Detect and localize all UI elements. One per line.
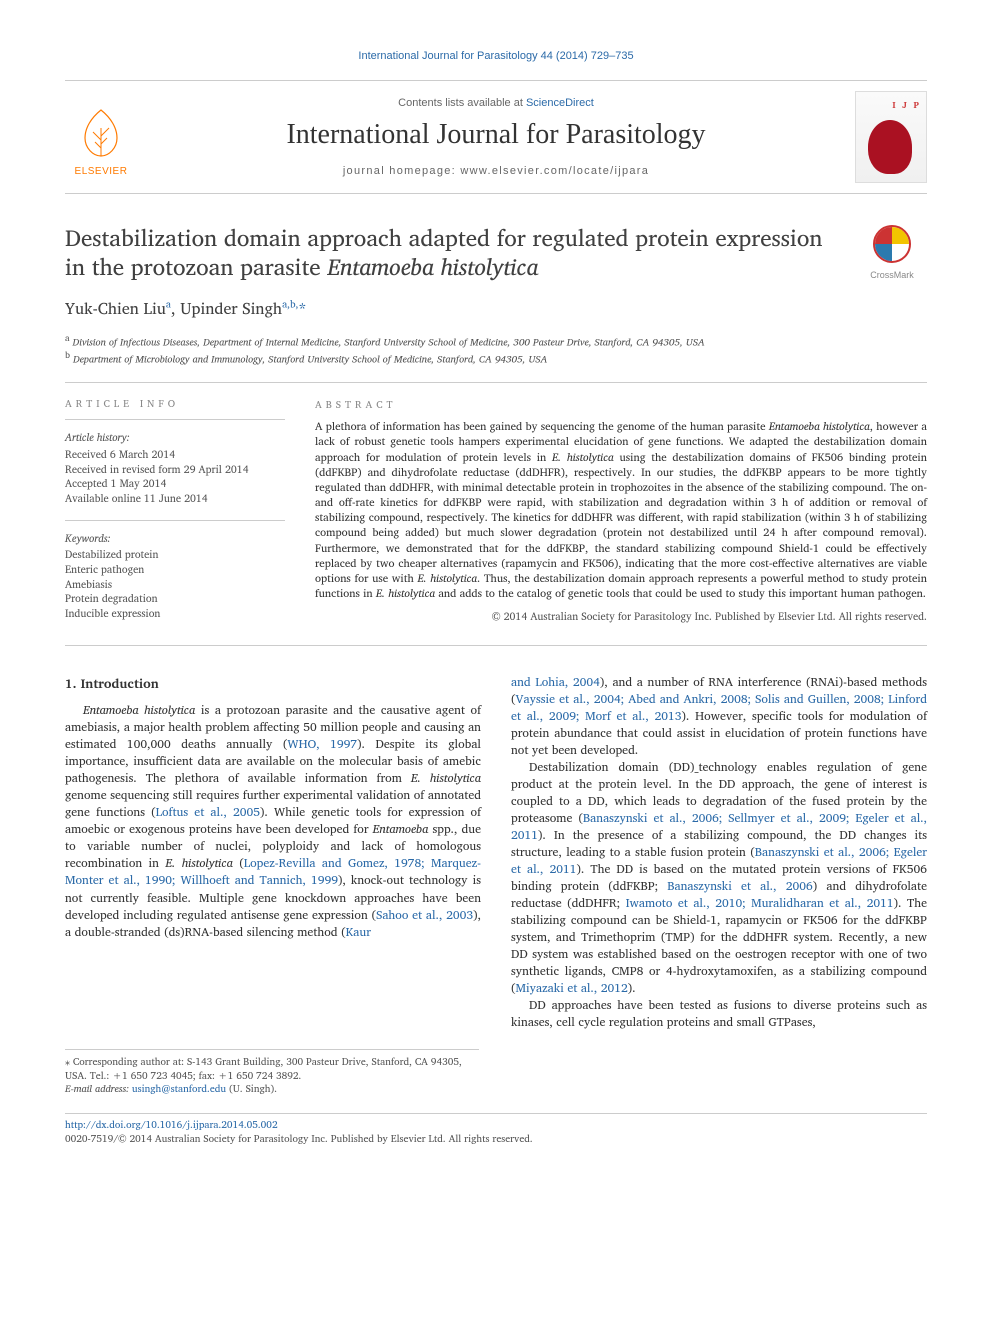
article-history: Article history: Received 6 March 2014 R… [65, 430, 285, 505]
divider [65, 382, 927, 383]
article-info-column: ARTICLE INFO Article history: Received 6… [65, 397, 285, 635]
affiliations: a Division of Infectious Diseases, Depar… [65, 332, 927, 367]
body-paragraph: DD approaches have been tested as fusion… [511, 997, 927, 1031]
abstract-heading: ABSTRACT [315, 397, 927, 413]
section-heading: 1. Introduction [65, 674, 481, 692]
page: International Journal for Parasitology 4… [0, 0, 992, 1186]
journal-title: International Journal for Parasitology [137, 119, 855, 151]
cover-ijp-label: I J P [892, 97, 921, 112]
abstract-column: ABSTRACT A plethora of information has b… [315, 397, 927, 635]
divider [65, 645, 927, 646]
keyword: Inducible expression [65, 606, 285, 621]
affiliation-b: b Department of Microbiology and Immunol… [65, 349, 927, 366]
email-link[interactable]: usingh@stanford.edu [132, 1081, 226, 1097]
footer-block: http://dx.doi.org/10.1016/j.ijpara.2014.… [65, 1118, 927, 1146]
email-label: E-mail address: [65, 1081, 132, 1097]
journal-header: ELSEVIER Contents lists available at Sci… [65, 80, 927, 194]
abstract-copyright: © 2014 Australian Society for Parasitolo… [315, 607, 927, 625]
email-tail: (U. Singh). [226, 1081, 277, 1097]
lists-available-line: Contents lists available at ScienceDirec… [137, 97, 855, 109]
crossmark-icon [872, 224, 912, 264]
history-line: Available online 11 June 2014 [65, 491, 285, 506]
right-column: and Lohia, 2004), and a number of RNA in… [511, 674, 927, 1032]
body-paragraph: Destabilization domain (DD)_technology e… [511, 759, 927, 997]
email-line: E-mail address: usingh@stanford.edu (U. … [65, 1083, 479, 1097]
authors: Yuk-Chien Liua, Upinder Singha,b,* [65, 296, 927, 322]
footnotes: ⁎ Corresponding author at: S-143 Grant B… [65, 1049, 479, 1097]
crossmark-label: CrossMark [857, 270, 927, 280]
history-label: Article history: [65, 430, 285, 445]
lists-available-text: Contents lists available at [398, 97, 526, 109]
footer-divider [65, 1113, 927, 1114]
elsevier-logo: ELSEVIER [65, 97, 137, 177]
cover-blob-icon [868, 120, 912, 174]
article-title: Destabilization domain approach adapted … [65, 224, 841, 282]
left-column: 1. Introduction Entamoeba histolytica is… [65, 674, 481, 1032]
body-paragraph: and Lohia, 2004), and a number of RNA in… [511, 674, 927, 759]
running-head: International Journal for Parasitology 4… [65, 50, 927, 62]
title-row: Destabilization domain approach adapted … [65, 224, 927, 296]
journal-homepage: journal homepage: www.elsevier.com/locat… [137, 165, 855, 177]
keywords: Keywords: Destabilized protein Enteric p… [65, 531, 285, 621]
corresponding-author-note: ⁎ Corresponding author at: S-143 Grant B… [65, 1056, 479, 1083]
crossmark-badge[interactable]: CrossMark [857, 224, 927, 280]
elsevier-tree-icon [71, 104, 131, 164]
elsevier-brand-text: ELSEVIER [75, 166, 128, 177]
header-center: Contents lists available at ScienceDirec… [137, 97, 855, 177]
body-paragraph: Entamoeba histolytica is a protozoan par… [65, 702, 481, 940]
article-info-heading: ARTICLE INFO [65, 397, 285, 411]
abstract-text: A plethora of information has been gaine… [315, 419, 927, 601]
journal-cover-thumbnail: I J P [855, 91, 927, 183]
meta-abstract-block: ARTICLE INFO Article history: Received 6… [65, 397, 927, 635]
body-columns: 1. Introduction Entamoeba histolytica is… [65, 674, 927, 1032]
keywords-label: Keywords: [65, 531, 285, 546]
issn-copyright: 0020-7519/© 2014 Australian Society for … [65, 1131, 533, 1147]
sciencedirect-link[interactable]: ScienceDirect [526, 97, 594, 109]
affiliation-a: a Division of Infectious Diseases, Depar… [65, 332, 927, 349]
